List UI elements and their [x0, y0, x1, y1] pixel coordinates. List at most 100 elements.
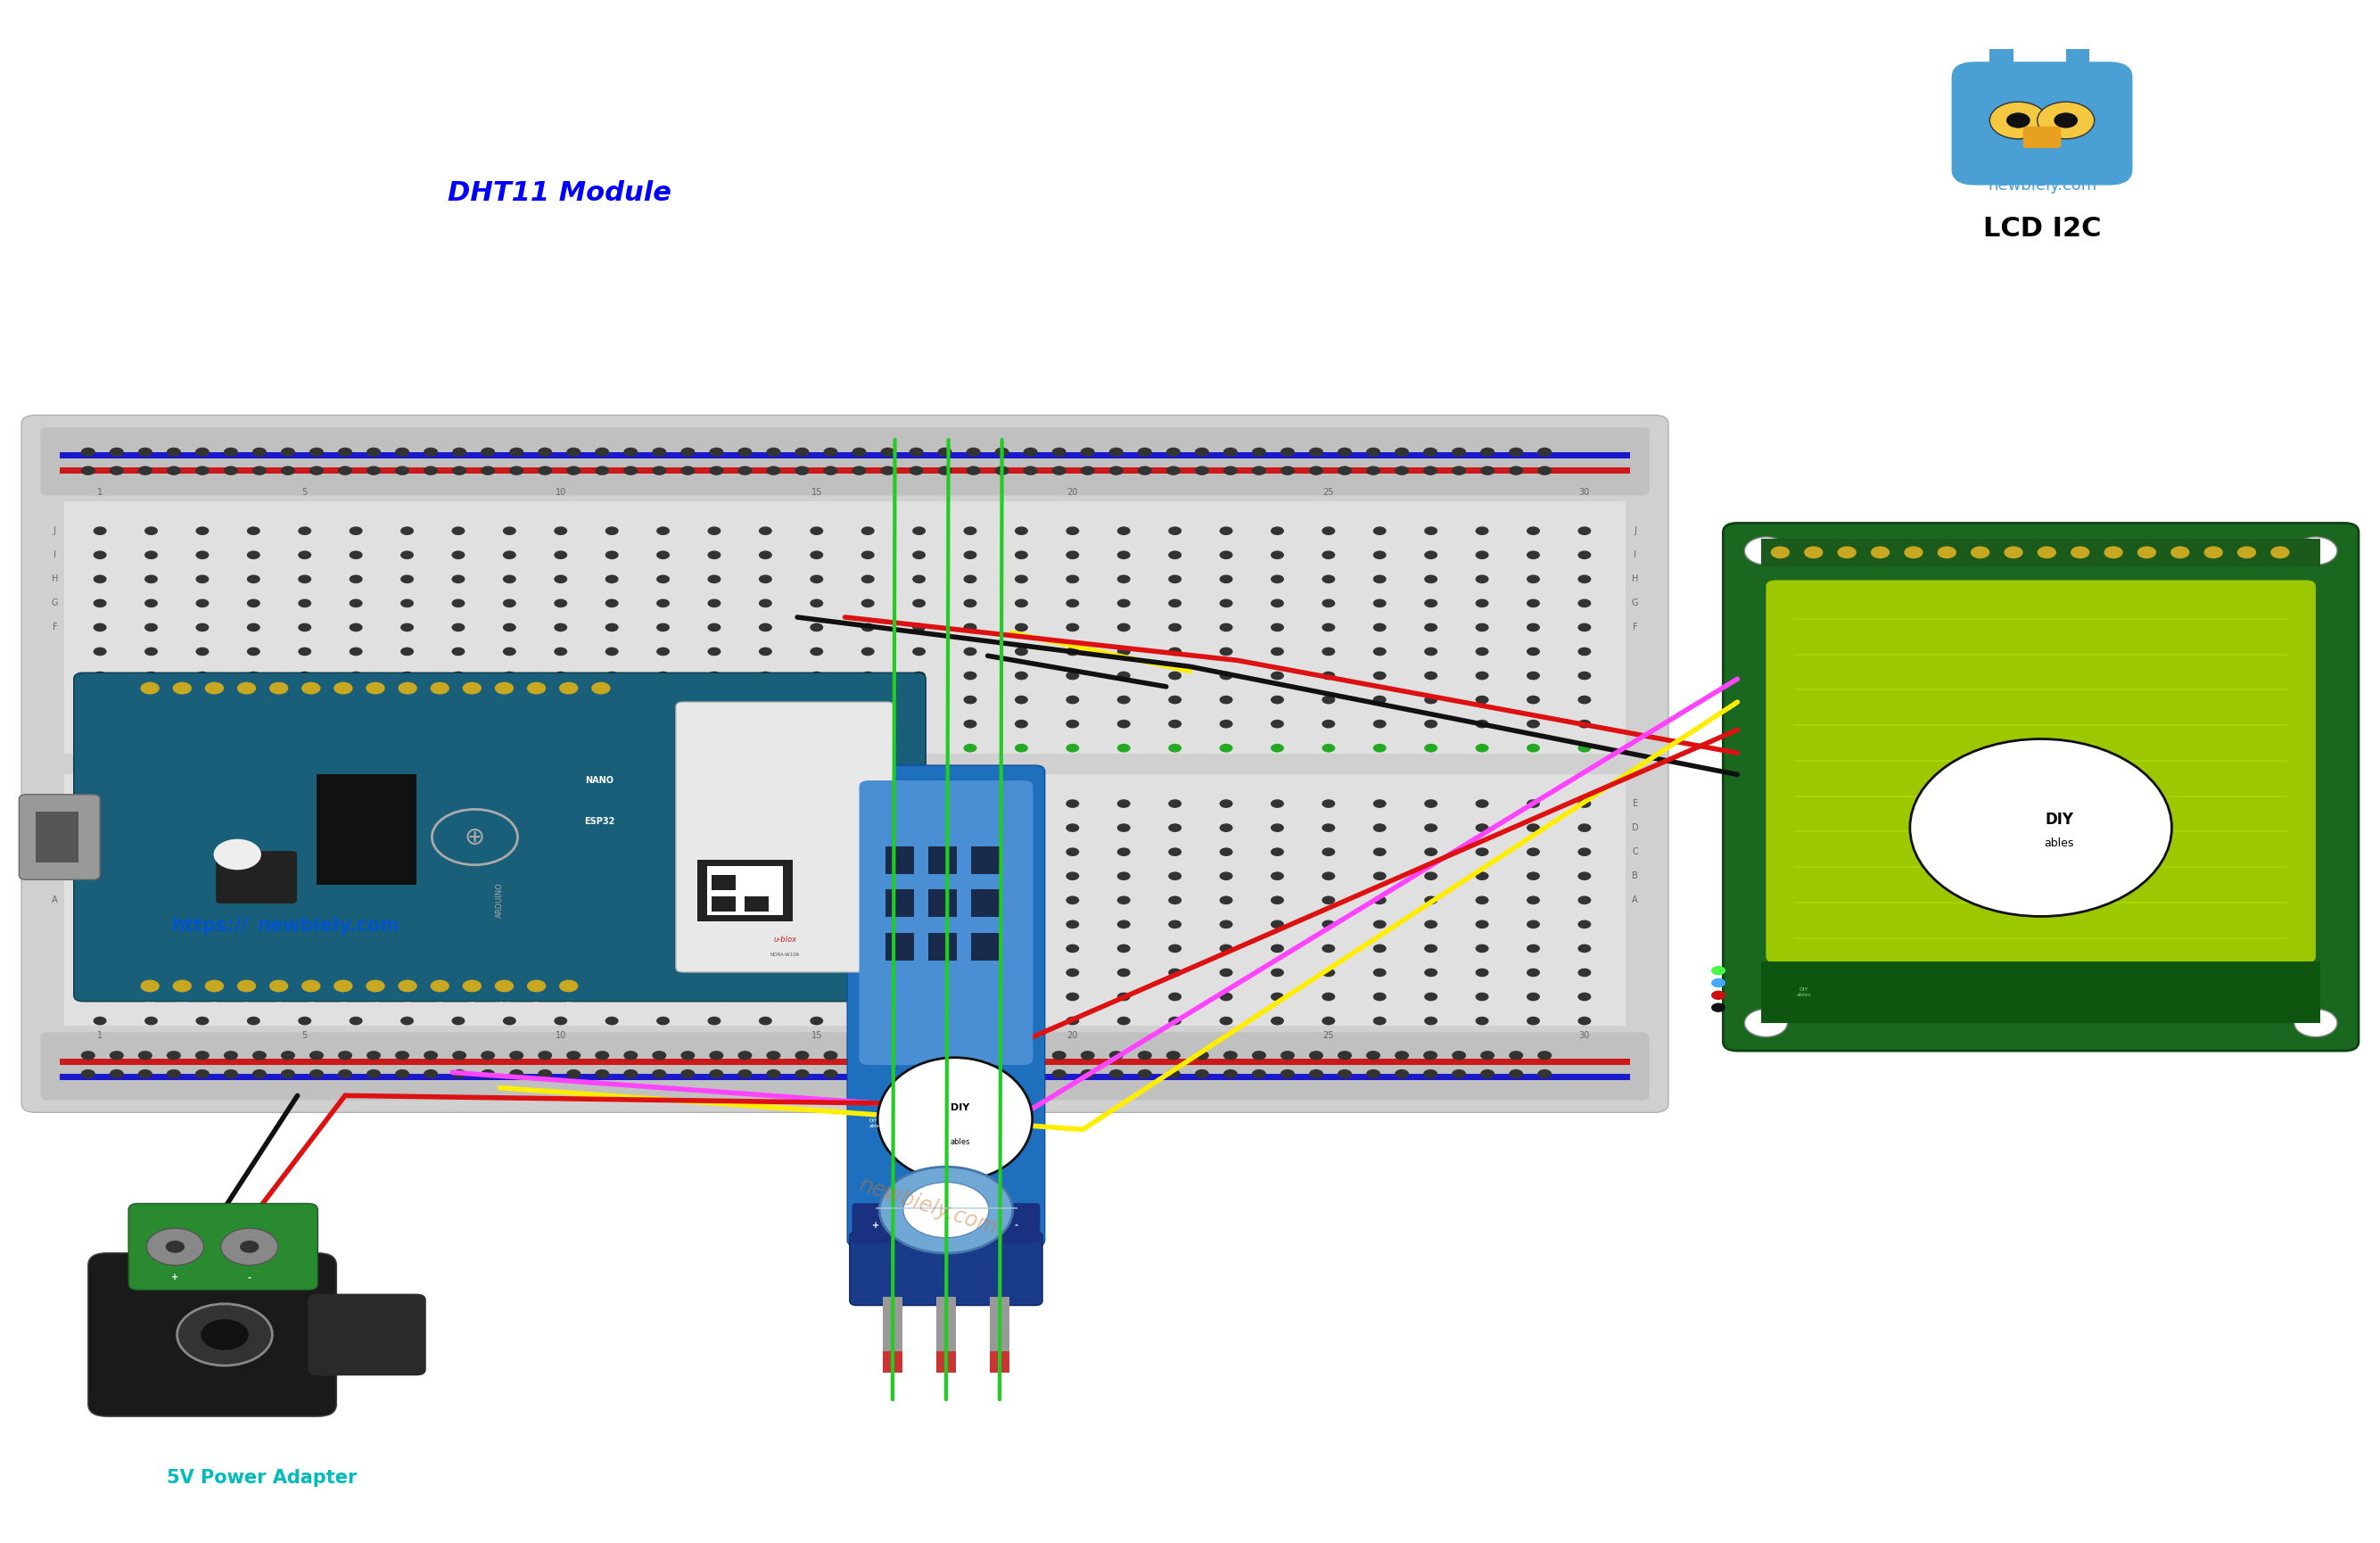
Bar [707, 866, 783, 915]
Circle shape [881, 1051, 895, 1060]
Circle shape [1338, 1051, 1352, 1060]
Text: -: - [248, 1273, 252, 1282]
Circle shape [248, 847, 259, 856]
Circle shape [862, 847, 873, 856]
Circle shape [605, 576, 619, 583]
Text: ARDUINO: ARDUINO [495, 883, 505, 918]
Circle shape [502, 920, 516, 929]
Circle shape [1578, 719, 1592, 728]
Circle shape [1423, 1051, 1438, 1060]
Circle shape [707, 671, 721, 680]
Text: 10: 10 [555, 1031, 566, 1040]
Circle shape [862, 799, 873, 809]
Circle shape [555, 944, 566, 952]
Circle shape [1526, 576, 1540, 583]
Bar [60, 468, 1630, 474]
Circle shape [248, 696, 259, 704]
Circle shape [555, 969, 566, 977]
Circle shape [195, 969, 209, 977]
Circle shape [862, 920, 873, 929]
Text: D3: D3 [436, 668, 443, 673]
Circle shape [1219, 824, 1233, 832]
Circle shape [938, 447, 952, 457]
Circle shape [605, 647, 619, 656]
Circle shape [93, 647, 107, 656]
Text: VBUS: VBUS [497, 1001, 512, 1006]
Circle shape [555, 744, 566, 753]
Circle shape [509, 1069, 524, 1079]
Circle shape [1476, 799, 1490, 809]
Text: D7: D7 [307, 668, 314, 673]
Circle shape [759, 647, 771, 656]
Circle shape [1971, 546, 1990, 559]
Circle shape [400, 744, 414, 753]
Circle shape [1526, 992, 1540, 1001]
Circle shape [1014, 872, 1028, 881]
Circle shape [502, 969, 516, 977]
Circle shape [1271, 896, 1283, 904]
Circle shape [605, 1017, 619, 1025]
Circle shape [938, 1069, 952, 1079]
Circle shape [912, 551, 926, 559]
Circle shape [912, 696, 926, 704]
Circle shape [1169, 719, 1180, 728]
Circle shape [93, 671, 107, 680]
Circle shape [145, 696, 157, 704]
Circle shape [1252, 447, 1266, 457]
Circle shape [938, 466, 952, 475]
Text: A4: A4 [371, 1001, 378, 1006]
Circle shape [1423, 551, 1438, 559]
Circle shape [1321, 896, 1335, 904]
Circle shape [269, 980, 288, 992]
Circle shape [1023, 466, 1038, 475]
Bar [928, 889, 957, 917]
Circle shape [909, 466, 923, 475]
Circle shape [400, 526, 414, 535]
Circle shape [912, 526, 926, 535]
Circle shape [281, 466, 295, 475]
Text: A6: A6 [436, 1001, 443, 1006]
Circle shape [657, 599, 669, 608]
Circle shape [862, 551, 873, 559]
Circle shape [759, 824, 771, 832]
Circle shape [1023, 1051, 1038, 1060]
Text: B: B [1633, 872, 1637, 881]
Circle shape [555, 824, 566, 832]
Circle shape [1804, 546, 1823, 559]
Circle shape [1014, 992, 1028, 1001]
Circle shape [1116, 671, 1130, 680]
Circle shape [93, 551, 107, 559]
Circle shape [195, 744, 209, 753]
Circle shape [481, 1051, 495, 1060]
FancyBboxPatch shape [40, 1032, 1649, 1100]
Circle shape [1321, 623, 1335, 631]
Circle shape [145, 799, 157, 809]
Circle shape [1526, 1017, 1540, 1025]
Circle shape [400, 969, 414, 977]
Circle shape [766, 1069, 781, 1079]
Text: A1: A1 [276, 1001, 283, 1006]
Circle shape [145, 526, 157, 535]
FancyBboxPatch shape [859, 781, 1033, 1065]
Circle shape [481, 447, 495, 457]
Circle shape [559, 980, 578, 992]
Circle shape [195, 799, 209, 809]
Circle shape [1373, 896, 1388, 904]
Circle shape [707, 719, 721, 728]
Text: C: C [1633, 847, 1637, 856]
Circle shape [1116, 847, 1130, 856]
Bar [971, 889, 1000, 917]
Circle shape [1271, 847, 1283, 856]
Circle shape [759, 744, 771, 753]
Circle shape [502, 576, 516, 583]
Circle shape [145, 969, 157, 977]
Circle shape [452, 447, 466, 457]
Text: DHT11 Module: DHT11 Module [447, 181, 671, 205]
Circle shape [400, 896, 414, 904]
Circle shape [809, 551, 823, 559]
Circle shape [657, 696, 669, 704]
Bar [928, 932, 957, 960]
Circle shape [224, 1051, 238, 1060]
Circle shape [759, 872, 771, 881]
Circle shape [964, 896, 976, 904]
